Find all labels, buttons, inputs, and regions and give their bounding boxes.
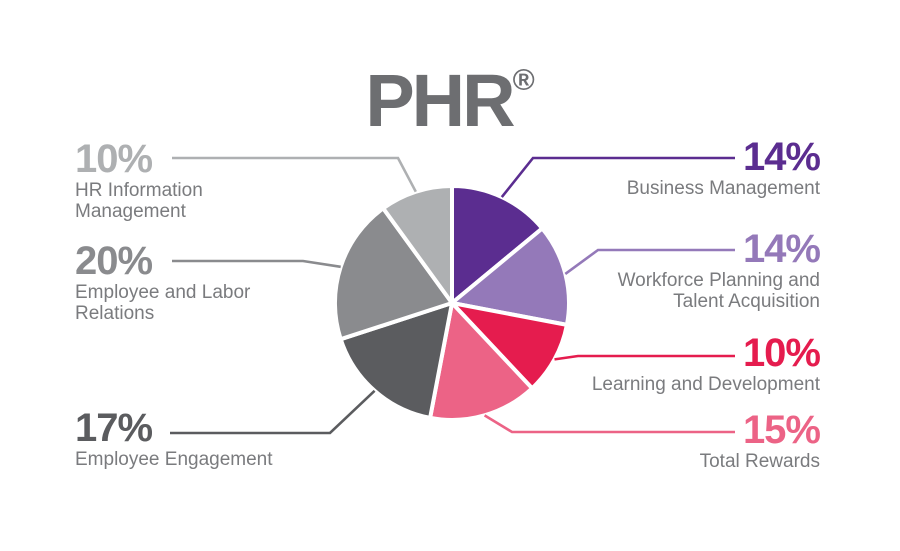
label-line1: Total Rewards: [699, 451, 820, 472]
label-line1: Learning and Development: [591, 374, 820, 395]
pie-slice-total-rewards: [428, 301, 535, 422]
page-title: PHR®: [0, 44, 900, 138]
callout-workforce-planning-talent-acquisition: 14% Workforce Planning and Talent Acquisi…: [617, 227, 821, 312]
label-line1: Employee Engagement: [75, 449, 273, 470]
label-line2: Management: [75, 200, 186, 222]
label-line1: HR Information: [75, 180, 203, 201]
callout-employee-engagement: 17% Employee Engagement: [75, 407, 273, 471]
callout-business-management: 14% Business Management: [626, 135, 821, 200]
label-line2: Talent Acquisition: [673, 290, 820, 312]
pie-slice-employee-and-labor-relations: [332, 206, 454, 342]
percent-learning-and-development: 10%: [742, 331, 821, 375]
leader-line-learning-and-development: [554, 354, 735, 361]
label-hr-information-management: HR Information Management: [75, 180, 203, 222]
leader-line-employee-and-labor-relations: [172, 259, 341, 269]
label-workforce-planning-talent-acquisition: Workforce Planning and Talent Acquisition: [617, 270, 820, 312]
label-total-rewards: Total Rewards: [699, 451, 820, 473]
label-line2: Relations: [75, 302, 155, 324]
label-line1: Employee and Labor: [75, 282, 251, 303]
percent-business-management: 14%: [742, 135, 821, 179]
leader-line-hr-information-management: [172, 156, 417, 193]
percent-workforce-planning-talent-acquisition: 14%: [742, 227, 821, 271]
leader-line-total-rewards: [483, 414, 735, 434]
label-employee-and-labor-relations: Employee and Labor Relations: [75, 282, 251, 324]
leader-line-business-management: [500, 156, 735, 198]
registered-trademark-icon: ®: [512, 64, 535, 97]
callout-employee-and-labor-relations: 20% Employee and Labor Relations: [75, 240, 250, 324]
percent-employee-engagement: 17%: [75, 406, 153, 450]
title-text: PHR: [365, 59, 515, 142]
callout-total-rewards: 15% Total Rewards: [699, 408, 821, 473]
label-learning-and-development: Learning and Development: [591, 374, 820, 396]
label-employee-engagement: Employee Engagement: [75, 449, 273, 471]
percent-hr-information-management: 10%: [75, 137, 153, 181]
leader-line-employee-engagement: [170, 389, 376, 435]
label-business-management: Business Management: [626, 178, 820, 200]
percent-employee-and-labor-relations: 20%: [75, 239, 153, 283]
pie-slice-hr-information-management: [381, 183, 454, 305]
label-line1: Workforce Planning and: [617, 270, 820, 291]
label-line1: Business Management: [626, 178, 820, 199]
percent-total-rewards: 15%: [742, 408, 821, 452]
callout-hr-information-management: 10% HR Information Management: [75, 138, 203, 222]
callout-learning-and-development: 10% Learning and Development: [591, 331, 821, 396]
leader-line-workforce-planning-and-talent-acquisition: [564, 248, 735, 275]
